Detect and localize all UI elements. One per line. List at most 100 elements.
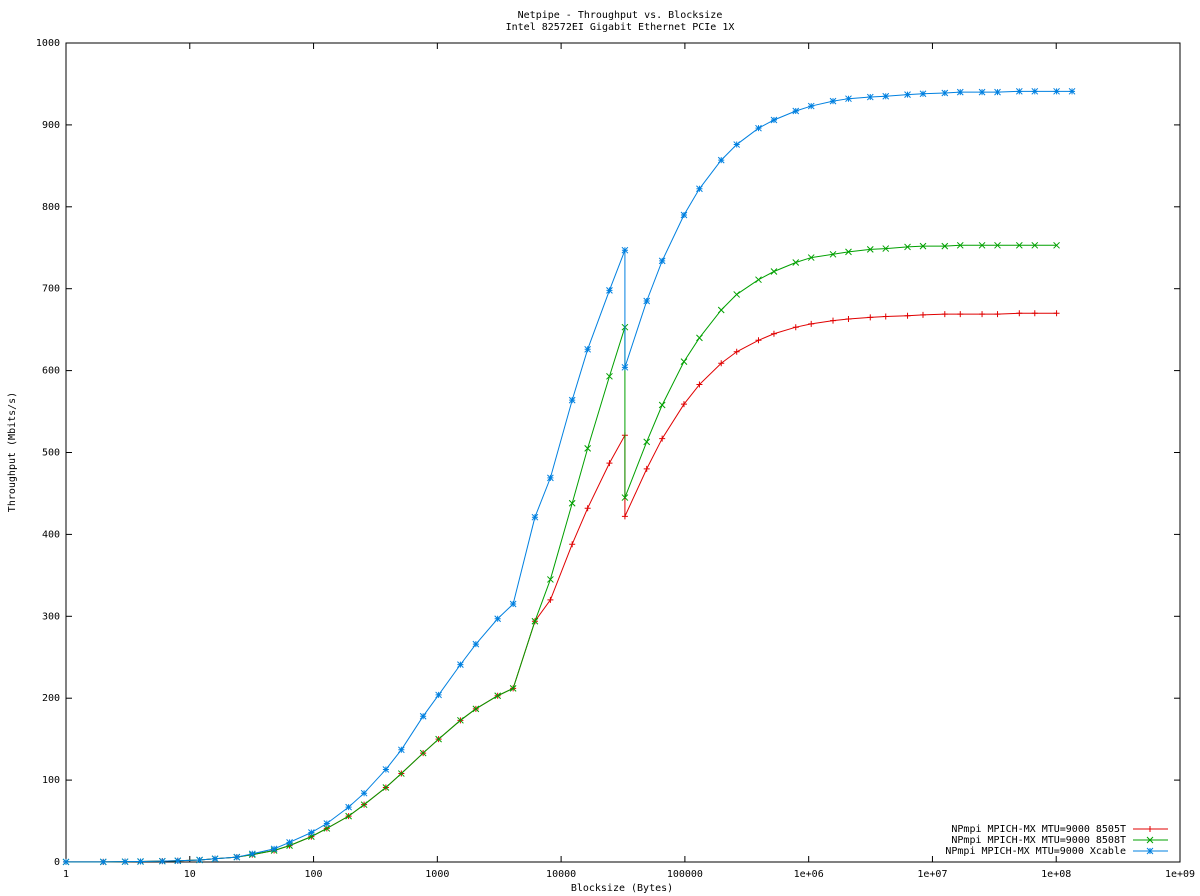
data-point [807,102,815,110]
y-tick-label: 900 [42,120,60,131]
data-point [904,312,911,319]
data-point [494,692,502,700]
data-point [829,97,837,105]
data-point [621,246,629,254]
data-point [643,438,651,446]
data-point [919,242,927,250]
data-point [196,856,203,864]
data-point [845,95,852,103]
x-tick-label: 1 [63,869,69,880]
data-point [979,311,986,318]
data-point [733,291,741,298]
data-point [233,853,241,861]
data-point [323,825,331,832]
data-point [882,245,890,252]
data-point [606,460,613,467]
data-point [792,324,799,331]
data-point [658,401,666,409]
data-point [308,829,315,836]
data-point [1053,241,1060,249]
legend-label: NPmpi MPICH-MX MTU=9000 8508T [951,835,1126,846]
data-point [509,685,517,692]
data-point [121,858,129,866]
data-point [643,465,650,472]
data-point [882,313,889,320]
data-point [1068,87,1076,95]
data-point [1031,87,1039,95]
data-point [808,320,815,327]
data-point [845,316,852,323]
data-point [99,858,107,866]
data-point [659,435,666,442]
data-point [904,91,911,98]
data-point [978,88,986,96]
x-tick-label: 10000 [546,869,576,880]
data-point [248,850,256,858]
data-point [717,156,725,164]
x-tick-label: 10 [184,869,196,880]
data-point [845,248,852,256]
legend-marker [1146,836,1154,844]
data-point [397,746,405,754]
data-point [680,358,688,365]
data-point [457,716,464,724]
data-point [696,185,703,193]
data-point [770,116,778,124]
data-point [867,314,874,321]
data-point [792,259,800,266]
data-point [435,735,442,743]
data-point [733,141,741,148]
data-point [568,396,576,404]
data-point [621,494,629,501]
data-point [956,241,964,249]
data-point [509,600,517,608]
y-tick-label: 500 [42,448,60,459]
data-point [755,124,762,132]
data-point [211,855,219,863]
data-point [531,617,539,625]
data-point [792,107,800,115]
data-point [770,330,777,337]
data-point [1015,87,1023,95]
data-point [584,345,592,353]
data-point [718,360,725,367]
chart-title: Netpipe - Throughput vs. Blocksize [518,10,723,21]
data-point [621,363,629,371]
data-point [569,541,576,548]
legend-marker [1147,826,1153,832]
data-point [286,838,293,846]
y-tick-label: 0 [54,857,60,868]
y-tick-label: 400 [42,529,60,540]
data-point [807,254,815,261]
legend-label: NPmpi MPICH-MX MTU=9000 Xcable [945,846,1126,857]
data-point [994,241,1001,249]
data-point [717,306,725,314]
data-point [174,857,182,865]
data-point [866,246,874,253]
x-tick-label: 1000 [425,869,449,880]
data-point [830,317,837,324]
plot-frame [65,42,1181,863]
data-point [696,381,703,388]
chart-subtitle: Intel 82572EI Gigabit Ethernet PCIe 1X [506,22,735,33]
data-point [770,268,778,275]
y-tick-label: 1000 [36,38,60,49]
data-point [419,712,427,720]
data-point [584,445,592,452]
data-point [994,88,1001,96]
data-point [919,90,927,98]
y-axis-label: Throughput (Mbits/s) [7,392,18,512]
y-tick-label: 700 [42,284,60,295]
data-point [547,596,554,603]
data-point [1016,310,1023,317]
data-point [941,311,948,318]
data-point [62,858,70,866]
data-point [680,211,688,219]
series-line [65,90,1073,863]
data-point [568,499,576,507]
data-point [643,297,651,305]
data-point [584,505,591,512]
data-point [397,770,405,777]
data-point [472,640,480,648]
data-point [435,691,442,699]
